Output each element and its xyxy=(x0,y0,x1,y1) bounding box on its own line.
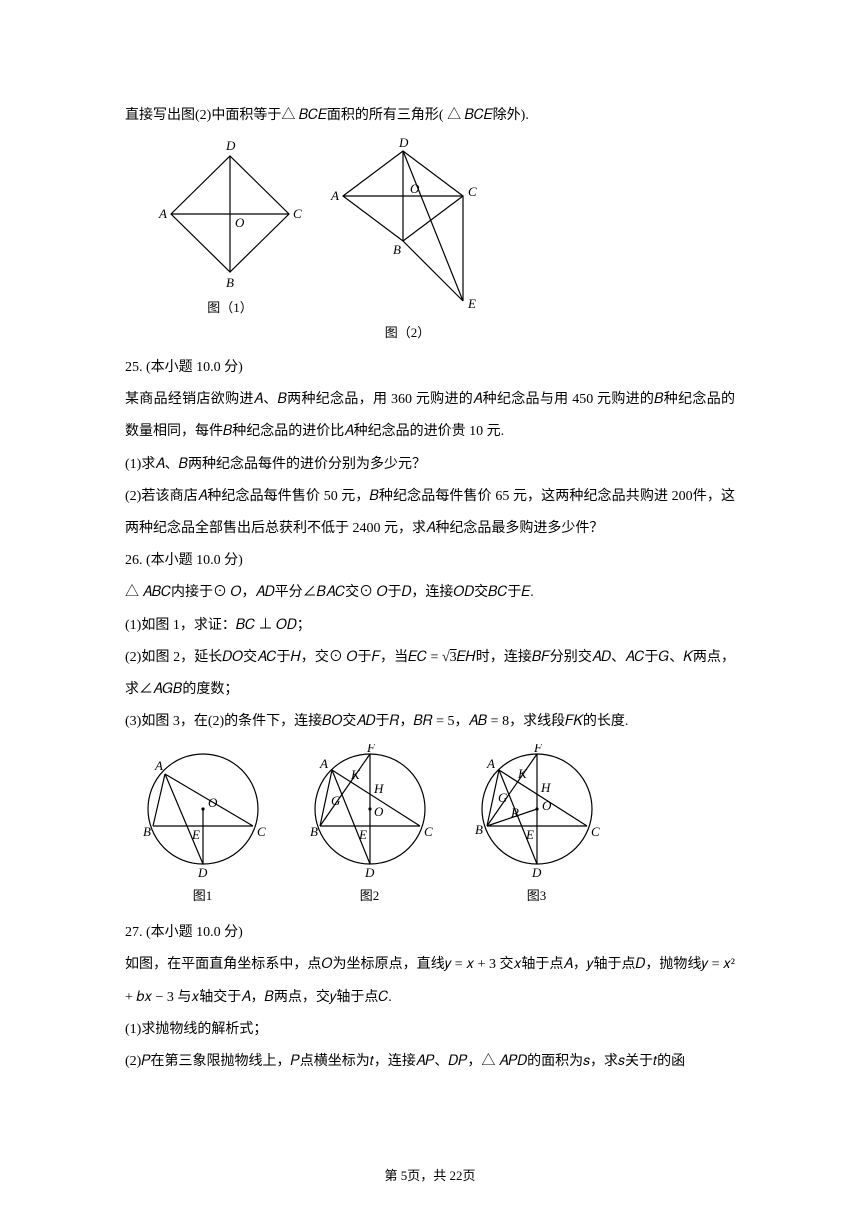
figure-1-caption: 图（1） xyxy=(155,293,305,323)
label-B: B xyxy=(226,275,234,290)
rhombus-2-svg: D A C B O E xyxy=(325,136,490,316)
c3-C: C xyxy=(591,824,600,839)
label-O: O xyxy=(235,215,245,230)
figure-2-caption: 图（2） xyxy=(325,318,490,348)
label-A: A xyxy=(158,206,167,221)
circle-3-svg: A B C D F E O H K G R xyxy=(459,744,614,879)
q25-num: 25. (本小题 10.0 分) xyxy=(125,352,735,384)
circle-2-svg: A B C D F E O H K G xyxy=(292,744,447,879)
circle-fig-1: A B C D E O 图1 xyxy=(125,744,280,911)
label-A2: A xyxy=(330,188,339,203)
c1-C: C xyxy=(257,824,266,839)
c3-D: D xyxy=(531,865,542,879)
q26-num: 26. (本小题 10.0 分) xyxy=(125,545,735,577)
c3-H: H xyxy=(540,780,551,795)
label-C: C xyxy=(293,206,302,221)
c1-E: E xyxy=(191,827,200,842)
circle-fig-3: A B C D F E O H K G R 图3 xyxy=(459,744,614,911)
c1-B: B xyxy=(143,824,151,839)
c3-F: F xyxy=(533,744,543,755)
q26-p3: (2)如图 2，延长𝐷𝑂交𝐴𝐶于𝐻，交⊙ 𝑂于𝐹，当𝐸𝐶 = √3𝐸𝐻时，连接𝐵… xyxy=(125,642,735,706)
figure-2: D A C B O E 图（2） xyxy=(325,136,490,348)
c3-E: E xyxy=(525,827,534,842)
c3-B: B xyxy=(475,822,483,837)
label-C2: C xyxy=(468,184,477,199)
c2-B: B xyxy=(310,824,318,839)
c2-D: D xyxy=(364,865,375,879)
c2-G: G xyxy=(331,793,341,808)
c2-C: C xyxy=(424,824,433,839)
q27-p1: 如图，在平面直角坐标系中，点𝑂为坐标原点，直线𝑦 = 𝑥 + 3 交𝑥轴于点𝐴，… xyxy=(125,949,735,1013)
figure-1: D A C B O 图（1） xyxy=(155,136,305,348)
c3-G: G xyxy=(498,790,508,805)
c3-R: R xyxy=(510,805,519,820)
page-footer: 第 5页，共 22页 xyxy=(0,1161,860,1191)
figures-row-circles: A B C D E O 图1 xyxy=(125,744,735,911)
label-O2: O xyxy=(410,181,420,196)
circle-2-caption: 图2 xyxy=(292,881,447,911)
c2-A: A xyxy=(319,756,328,771)
c2-O: O xyxy=(374,804,384,819)
q26-p1: △ 𝐴𝐵𝐶内接于⊙ 𝑂，𝐴𝐷平分∠𝐵𝐴𝐶交⊙ 𝑂于𝐷，连接𝑂𝐷交𝐵𝐶于𝐸. xyxy=(125,577,735,609)
c3-K: K xyxy=(517,766,528,781)
c2-F: F xyxy=(366,744,376,755)
q25-p3: (2)若该商店𝐴种纪念品每件售价 50 元，𝐵种纪念品每件售价 65 元，这两种… xyxy=(125,481,735,545)
c1-D: D xyxy=(197,865,208,879)
circle-1-svg: A B C D E O xyxy=(125,744,280,879)
q26-p4: (3)如图 3，在(2)的条件下，连接𝐵𝑂交𝐴𝐷于𝑅，𝐵𝑅 = 5，𝐴𝐵 = 8… xyxy=(125,706,735,738)
label-E2: E xyxy=(467,296,476,311)
q26-p3-a: (2)如图 2，延长𝐷𝑂交𝐴𝐶于𝐻，交⊙ 𝑂于𝐹，当𝐸𝐶 = xyxy=(125,650,442,665)
q27-p3: (2)𝑃在第三象限抛物线上，𝑃点横坐标为𝑡，连接𝐴𝑃、𝐷𝑃，△ 𝐴𝑃𝐷的面积为𝑠… xyxy=(125,1046,735,1078)
c2-K: K xyxy=(350,767,361,782)
c2-E: E xyxy=(358,827,367,842)
c3-O: O xyxy=(542,798,552,813)
c1-A: A xyxy=(154,758,163,773)
q27-num: 27. (本小题 10.0 分) xyxy=(125,917,735,949)
label-B2: B xyxy=(393,242,401,257)
circle-3-caption: 图3 xyxy=(459,881,614,911)
label-D: D xyxy=(225,138,236,153)
q25-p1: 某商品经销店欲购进𝐴、𝐵两种纪念品，用 360 元购进的𝐴种纪念品与用 450 … xyxy=(125,384,735,448)
rhombus-1-svg: D A C B O xyxy=(155,136,305,291)
q27-p2: (1)求抛物线的解析式； xyxy=(125,1014,735,1046)
label-D2: D xyxy=(398,136,409,150)
c3-A: A xyxy=(486,756,495,771)
intro-line: 直接写出图(2)中面积等于△ 𝐵𝐶𝐸面积的所有三角形( △ 𝐵𝐶𝐸除外). xyxy=(125,100,735,132)
c2-H: H xyxy=(373,781,384,796)
q25-p2: (1)求𝐴、𝐵两种纪念品每件的进价分别为多少元？ xyxy=(125,449,735,481)
figures-row-top: D A C B O 图（1） D xyxy=(155,136,735,348)
circle-fig-2: A B C D F E O H K G 图2 xyxy=(292,744,447,911)
page-content: 直接写出图(2)中面积等于△ 𝐵𝐶𝐸面积的所有三角形( △ 𝐵𝐶𝐸除外). D … xyxy=(0,0,860,1078)
c1-O: O xyxy=(208,795,218,810)
q26-p2: (1)如图 1，求证：𝐵𝐶 ⊥ 𝑂𝐷； xyxy=(125,610,735,642)
circle-1-caption: 图1 xyxy=(125,881,280,911)
